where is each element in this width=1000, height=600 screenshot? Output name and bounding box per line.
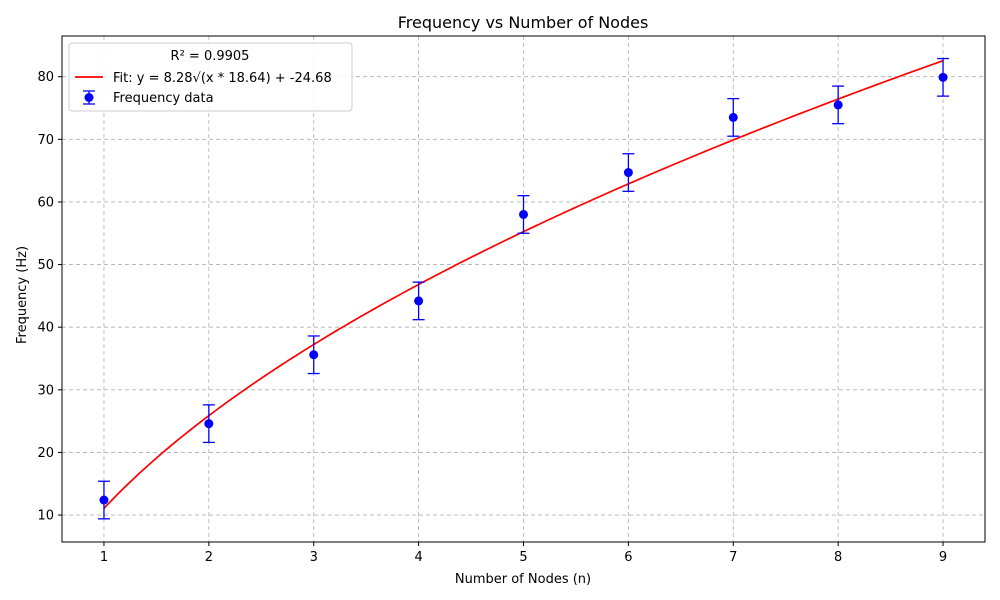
data-point: [519, 209, 528, 219]
legend-data-marker: [84, 93, 94, 102]
data-point: [414, 296, 424, 306]
legend-data-label: Frequency data: [113, 91, 214, 106]
ticks: 1 2 3 4 5 6 7 8 9 10 20 30 40 50 60 70 80: [37, 70, 947, 565]
x-tick-label: 7: [729, 550, 737, 565]
legend-fit-label: Fit: y = 8.28√(x * 18.64) + -24.68: [113, 71, 332, 86]
data-point: [833, 100, 843, 110]
data-point: [99, 495, 109, 505]
x-tick-label: 9: [939, 550, 947, 565]
x-tick-label: 1: [100, 550, 108, 565]
y-axis-label: Frequency (Hz): [15, 246, 30, 344]
y-tick-label: 40: [37, 321, 54, 336]
data-point: [938, 72, 948, 82]
y-tick-label: 60: [37, 195, 54, 210]
data-point: [204, 419, 214, 429]
x-tick-label: 4: [414, 550, 422, 565]
chart-title: Frequency vs Number of Nodes: [398, 13, 649, 32]
legend-title: R² = 0.9905: [171, 49, 250, 64]
y-tick-label: 80: [37, 70, 54, 85]
data-point: [728, 112, 738, 122]
y-tick-label: 20: [37, 446, 54, 461]
y-tick-label: 30: [37, 383, 54, 398]
x-tick-label: 5: [519, 550, 527, 565]
x-tick-label: 8: [834, 550, 842, 565]
data-layer: [97, 57, 950, 520]
x-axis-label: Number of Nodes (n): [455, 572, 591, 587]
data-point: [623, 168, 633, 178]
x-tick-label: 6: [624, 550, 632, 565]
data-point: [309, 350, 319, 360]
x-tick-label: 2: [205, 550, 213, 565]
legend: R² = 0.9905 Fit: y = 8.28√(x * 18.64) + …: [68, 42, 353, 112]
y-tick-label: 70: [37, 133, 54, 148]
legend-box: [68, 42, 353, 112]
y-tick-label: 10: [37, 509, 54, 524]
y-tick-label: 50: [37, 258, 54, 273]
x-tick-label: 3: [310, 550, 318, 565]
